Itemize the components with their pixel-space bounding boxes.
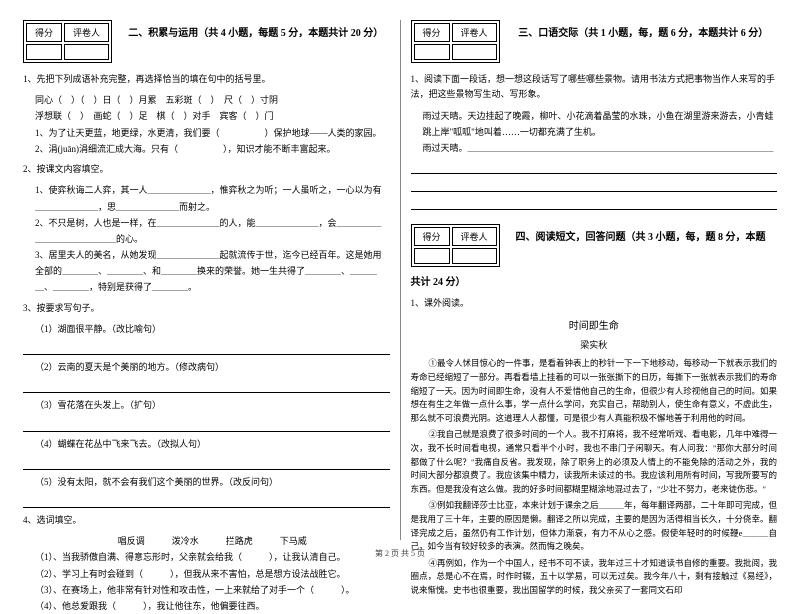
grader-cell[interactable] <box>452 44 497 60</box>
answer-line[interactable] <box>411 160 778 174</box>
section-2-head: 得分评卷人 二、积累与运用（共 4 小题，每题 5 分，本题共计 20 分） <box>23 20 390 67</box>
grader-label: 评卷人 <box>452 227 497 246</box>
answer-line[interactable] <box>411 178 778 192</box>
section-3-head: 得分评卷人 三、口语交际（共 1 小题，每，题 6 分，本题共计 6 分） <box>411 20 778 67</box>
section-4-title-2: 共计 24 分） <box>411 273 778 288</box>
q3-stem: 3、按要求写句子。 <box>23 301 390 316</box>
article-p2: ②我自己就是浪费了很多时间的一个人。我不打麻将，我不经常听戏、看电影，几年中难得… <box>411 428 778 496</box>
q2-sub3: 3、居里夫人的美名，从她发现＿＿＿＿＿＿＿起就流传于世，迄今已经百年。这是她用全… <box>35 247 390 296</box>
q4-sub2: （2）、学习上有时会碰到（ ），但我从来不害怕，总是想方设法战胜它。 <box>35 566 390 582</box>
q3-1-stem: 1、阅读下面一段话，想一想这段话写了哪些哪些景物。请用书法方式把事物当作人来写的… <box>411 72 778 103</box>
grader-label: 评卷人 <box>64 23 109 42</box>
q1-line2: 浮想联（ ） 画蛇（ ）足 棋（ ）对手 宾客（ ）门 <box>35 108 390 124</box>
score-box: 得分评卷人 <box>411 20 500 63</box>
q4-sub3: （3）、在赛场上，他非常有针对性和攻击性，一上来就给了对手一个（ ）。 <box>35 582 390 598</box>
q4-stem: 4、选词填空。 <box>23 513 390 528</box>
q1-sub2: 2、涓(juān)涓细流汇成大海。只有（ ），知识才能不断丰富起来。 <box>35 141 390 157</box>
q3-sub2: （2）云南的夏天是个美丽的地方。（修改病句） <box>35 359 390 375</box>
article-p3: ③例如我翻译莎士比亚，本来计划于课余之后＿＿＿年，每年翻译两部，二十年即可完成，… <box>411 499 778 553</box>
score-cell[interactable] <box>26 44 62 60</box>
q1-stem: 1、先把下列成语补充完整，再选择恰当的填在句中的括号里。 <box>23 72 390 87</box>
answer-line[interactable] <box>411 196 778 210</box>
right-column: 得分评卷人 三、口语交际（共 1 小题，每，题 6 分，本题共计 6 分） 1、… <box>403 20 786 540</box>
score-label: 得分 <box>26 23 62 42</box>
answer-line[interactable] <box>23 341 390 355</box>
answer-line[interactable] <box>23 456 390 470</box>
left-column: 得分评卷人 二、积累与运用（共 4 小题，每题 5 分，本题共计 20 分） 1… <box>15 20 398 540</box>
q3-sub1: （1）湖面很平静。（改比喻句） <box>35 321 390 337</box>
grader-label: 评卷人 <box>452 23 497 42</box>
page-footer: 第 2 页 共 5 页 <box>0 548 800 559</box>
article-author: 梁实秋 <box>411 338 778 351</box>
article-p4: ④再例如，作为一个中国人，经书不可不读，我年过三十才知道读书自修的重要。我批阅，… <box>411 557 778 598</box>
score-cell[interactable] <box>414 44 450 60</box>
q2-stem: 2、按课文内容填空。 <box>23 162 390 177</box>
section-4-title: 四、阅读短文，回答问题（共 3 小题，每，题 8 分，本题 <box>516 228 777 243</box>
score-box: 得分评卷人 <box>411 224 500 267</box>
q4-1-stem: 1、课外阅读。 <box>411 296 778 311</box>
q3-sub3: （3）雪花落在头发上。（扩句） <box>35 397 390 413</box>
score-label: 得分 <box>414 227 450 246</box>
page: 得分评卷人 二、积累与运用（共 4 小题，每题 5 分，本题共计 20 分） 1… <box>0 0 800 565</box>
q4-choices: 唱反调 泼冷水 拦路虎 下马威 <box>35 533 390 549</box>
q3-sub5: （5）没有太阳，就不会有我们这个美丽的世界。（改反问句） <box>35 474 390 490</box>
score-cell[interactable] <box>414 248 450 264</box>
q3-sub4: （4）蝴蝶在花丛中飞来飞去。（改拟人句） <box>35 436 390 452</box>
q3-1-prompt: 雨过天晴。＿＿＿＿＿＿＿＿＿＿＿＿＿＿＿＿＿＿＿＿＿＿＿＿＿＿＿＿＿＿＿＿＿＿ <box>423 140 778 156</box>
q3-1-body: 雨过天晴。天边挂起了晚霞，柳叶、小花滴着晶莹的水珠，小鱼在湖里游来游去，小青蛙跳… <box>423 108 778 140</box>
section-3-title: 三、口语交际（共 1 小题，每，题 6 分，本题共计 6 分） <box>510 24 777 39</box>
q2-sub1: 1、使弈秋诲二人弈，其一人＿＿＿＿＿＿＿，惟弈秋之为听；一人虽听之，一心以为有＿… <box>35 182 390 214</box>
q2-sub2: 2、不只是树，人也是一样，在＿＿＿＿＿＿＿的人，能＿＿＿＿＿＿＿，会＿＿＿＿＿＿… <box>35 215 390 247</box>
answer-line[interactable] <box>23 379 390 393</box>
grader-cell[interactable] <box>452 248 497 264</box>
grader-cell[interactable] <box>64 44 109 60</box>
q1-line1: 同心（ ）（ ）日（ ）月累 五彩斑（ ） 尺（ ）寸阴 <box>35 92 390 108</box>
q4-sub4: （4）、他总爱跟我（ ），我让他往东，他偏要往西。 <box>35 598 390 614</box>
column-divider <box>400 20 401 540</box>
article-title: 时间即生命 <box>411 317 778 332</box>
answer-line[interactable] <box>23 418 390 432</box>
answer-line[interactable] <box>23 494 390 508</box>
section-4-head: 得分评卷人 四、阅读短文，回答问题（共 3 小题，每，题 8 分，本题 <box>411 224 778 271</box>
article-p1: ①最令人怵目惊心的一件事，是看着钟表上的秒针一下一下地移动，每移动一下就表示我们… <box>411 357 778 425</box>
score-box: 得分评卷人 <box>23 20 112 63</box>
score-label: 得分 <box>414 23 450 42</box>
section-2-title: 二、积累与运用（共 4 小题，每题 5 分，本题共计 20 分） <box>122 24 389 39</box>
q1-sub1: 1、为了让天更蓝，地更绿，水更清，我们要（ ）保护地球——人类的家园。 <box>35 125 390 141</box>
